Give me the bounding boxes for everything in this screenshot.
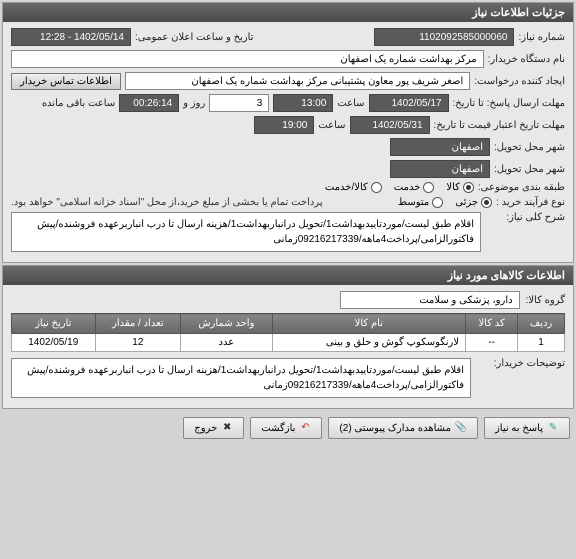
contact-buyer-button[interactable]: اطلاعات تماس خریدار [11, 73, 121, 90]
radio-partial-label: جزئی [455, 197, 478, 208]
col-qty: تعداد / مقدار [95, 314, 181, 334]
table-row[interactable]: 1 -- لارنگوسکوپ گوش و حلق و بینی عدد 12 … [12, 334, 565, 352]
validity-date: 1402/05/31 [350, 116, 430, 134]
validity-time: 19:00 [254, 116, 314, 134]
attachments-button[interactable]: 📎 مشاهده مدارک پیوستی (2) [328, 417, 478, 439]
requester-label: ایجاد کننده درخواست: [474, 76, 565, 87]
radio-goods-label: کالا [446, 182, 460, 193]
footer-toolbar: ✎ پاسخ به نیاز 📎 مشاهده مدارک پیوستی (2)… [0, 411, 576, 445]
cell-row: 1 [518, 334, 565, 352]
category-label: طبقه بندی موضوعی: [478, 182, 565, 193]
buyer-label: نام دستگاه خریدار: [488, 54, 565, 65]
table-header-row: ردیف کد کالا نام کالا واحد شمارش تعداد /… [12, 314, 565, 334]
need-description: اقلام طبق لیست/موردتاییدبهداشت1/تحویل در… [11, 212, 481, 252]
reply-button[interactable]: ✎ پاسخ به نیاز [484, 417, 570, 439]
deadline-label: مهلت ارسال پاسخ: تا تاریخ: [453, 98, 565, 109]
time-label-1: ساعت [337, 98, 364, 109]
deadline-time: 13:00 [273, 94, 333, 112]
cell-date: 1402/05/19 [12, 334, 96, 352]
cell-qty: 12 [95, 334, 181, 352]
radio-service-label: خدمت [394, 182, 421, 193]
announce-label: تاریخ و ساعت اعلان عمومی: [135, 32, 254, 43]
col-name: نام کالا [272, 314, 465, 334]
city-need-label: شهر محل تحویل: [494, 142, 565, 153]
days-label: روز و [183, 98, 205, 109]
exit-icon: ✖ [221, 422, 233, 434]
panel2-title: اطلاعات کالاهای مورد نیاز [3, 266, 573, 285]
city-deliver-value: اصفهان [390, 160, 490, 178]
items-panel: اطلاعات کالاهای مورد نیاز گروه کالا: دار… [2, 265, 574, 409]
col-code: کد کالا [466, 314, 518, 334]
radio-partial[interactable]: جزئی [455, 197, 492, 208]
back-label: بازگشت [261, 423, 295, 434]
radio-goods[interactable]: کالا [446, 182, 474, 193]
col-date: تاریخ نیاز [12, 314, 96, 334]
remaining-time: 00:26:14 [119, 94, 179, 112]
attach-label: مشاهده مدارک پیوستی (2) [339, 423, 451, 434]
days-value: 3 [209, 94, 269, 112]
back-button[interactable]: ↶ بازگشت [250, 417, 322, 439]
cell-unit: عدد [181, 334, 272, 352]
exit-label: خروج [194, 423, 217, 434]
group-value: دارو، پزشکی و سلامت [340, 291, 520, 309]
category-radios: کالا خدمت کالا/خدمت [325, 182, 474, 193]
radio-both-label: کالا/خدمت [325, 182, 368, 193]
desc-label: شرح کلی نیاز: [485, 212, 565, 223]
requester-value: اصغر شریف پور معاون پشتیبانی مرکز بهداشت… [125, 72, 470, 90]
city-need-value: اصفهان [390, 138, 490, 156]
radio-medium[interactable]: متوسط [398, 197, 443, 208]
remaining-label: ساعت باقی مانده [42, 98, 115, 109]
buyer-value: مرکز بهداشت شماره یک اصفهان [11, 50, 484, 68]
radio-dot-icon [371, 182, 382, 193]
payment-note: پرداخت تمام یا بخشی از مبلغ خرید،از محل … [11, 197, 323, 208]
need-no-value: 1102092585000060 [374, 28, 514, 46]
buyer-notes: اقلام طبق لیست/موردتاییدبهداشت1/تحویل در… [11, 358, 471, 398]
back-icon: ↶ [299, 422, 311, 434]
col-row: ردیف [518, 314, 565, 334]
need-details-panel: جزئیات اطلاعات نیاز شماره نیاز: 11020925… [2, 2, 574, 263]
radio-dot-icon [463, 182, 474, 193]
group-label: گروه کالا: [526, 295, 565, 306]
city-deliver-label: شهر محل تحویل: [494, 164, 565, 175]
deadline-date: 1402/05/17 [369, 94, 449, 112]
cell-code: -- [466, 334, 518, 352]
col-unit: واحد شمارش [181, 314, 272, 334]
validity-label: مهلت تاریخ اعتبار قیمت تا تاریخ: [434, 120, 565, 131]
reply-icon: ✎ [547, 422, 559, 434]
cell-name: لارنگوسکوپ گوش و حلق و بینی [272, 334, 465, 352]
time-label-2: ساعت [318, 120, 345, 131]
buyer-notes-label: توضیحات خریدار: [475, 358, 565, 369]
items-table: ردیف کد کالا نام کالا واحد شمارش تعداد /… [11, 313, 565, 352]
reply-label: پاسخ به نیاز [495, 423, 543, 434]
radio-dot-icon [481, 197, 492, 208]
radio-service[interactable]: خدمت [394, 182, 435, 193]
process-label: نوع فرآیند خرید : [496, 197, 565, 208]
attachment-icon: 📎 [455, 422, 467, 434]
radio-both[interactable]: کالا/خدمت [325, 182, 382, 193]
radio-medium-label: متوسط [398, 197, 429, 208]
radio-dot-icon [432, 197, 443, 208]
exit-button[interactable]: ✖ خروج [183, 417, 244, 439]
process-radios: جزئی متوسط [398, 197, 492, 208]
radio-dot-icon [423, 182, 434, 193]
need-no-label: شماره نیاز: [518, 32, 565, 43]
panel1-title: جزئیات اطلاعات نیاز [3, 3, 573, 22]
announce-date: 1402/05/14 - 12:28 [11, 28, 131, 46]
